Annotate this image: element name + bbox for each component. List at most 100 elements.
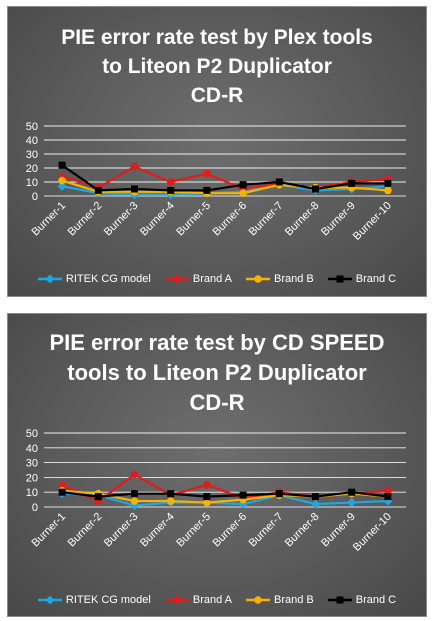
- data-point: [130, 162, 139, 171]
- data-point: [203, 186, 211, 194]
- data-point: [58, 176, 66, 185]
- chart-title: PIE error rate test by CD SPEED tools to…: [8, 328, 426, 418]
- data-point: [94, 493, 102, 501]
- y-tick-label: 0: [32, 191, 38, 203]
- x-tick-label: Burner-1: [29, 511, 68, 550]
- legend-item: RITEK CG model: [37, 273, 151, 285]
- data-point: [203, 493, 211, 501]
- x-tick-label: Burner-6: [210, 511, 249, 550]
- y-tick-label: 50: [26, 121, 38, 133]
- data-point: [167, 490, 175, 498]
- legend-swatch: [37, 595, 62, 605]
- chart-title-line-1: PIE error rate test by Plex tools: [61, 26, 373, 49]
- x-tick-label: Burner-3: [102, 200, 141, 239]
- chart-title: PIE error rate test by Plex tools to Lit…: [8, 23, 426, 110]
- legend-item: Brand C: [327, 273, 397, 285]
- x-tick-label: Burner-4: [138, 511, 177, 550]
- legend-label: Brand C: [355, 594, 397, 606]
- series-line: [61, 491, 389, 498]
- data-point: [384, 493, 392, 501]
- legend-item: Brand A: [164, 273, 232, 285]
- y-tick-label: 10: [26, 487, 38, 499]
- x-tick-label: Burner-5: [174, 200, 213, 239]
- data-point: [348, 179, 356, 187]
- series-line: [61, 164, 388, 192]
- legend-item: Brand C: [327, 594, 397, 606]
- x-tick-label: Burner-2: [66, 200, 105, 239]
- legend-swatch-marker: [173, 596, 181, 604]
- chart-title-line-2: to Liteon P2 Duplicator: [102, 55, 332, 78]
- legend-item: Brand B: [246, 594, 314, 606]
- y-tick-label: 20: [26, 163, 38, 175]
- legend-swatch: [327, 275, 352, 283]
- data-point: [203, 498, 211, 507]
- y-tick-label: 40: [26, 135, 38, 147]
- data-point: [347, 498, 357, 508]
- legend-label: Brand B: [274, 594, 314, 606]
- legend-swatch-marker: [173, 275, 181, 283]
- chart-panel-plex: PIE error rate test by Plex tools to Lit…: [7, 6, 427, 297]
- legend-item: Brand A: [164, 594, 232, 606]
- data-point: [167, 186, 175, 194]
- legend-label: RITEK CG model: [65, 273, 151, 285]
- data-point: [203, 481, 211, 489]
- data-point: [131, 185, 138, 193]
- chart-title-line-3: CD-R: [189, 390, 245, 415]
- plot-area: 50403020100Burner-1Burner-2Burner-3Burne…: [26, 428, 406, 554]
- legend-swatch-marker: [45, 595, 55, 605]
- data-point: [130, 497, 139, 505]
- data-point: [203, 169, 211, 178]
- data-point: [384, 486, 392, 495]
- chart-legend: RITEK CG model Brand A Brand B Brand C: [8, 273, 426, 285]
- y-tick-label: 10: [26, 177, 38, 189]
- data-point: [348, 488, 356, 496]
- legend-swatch: [246, 596, 270, 604]
- y-tick-label: 40: [26, 443, 38, 455]
- data-point: [275, 490, 283, 498]
- data-point: [384, 179, 392, 187]
- legend-item: RITEK CG model: [37, 594, 151, 606]
- data-point: [94, 186, 102, 194]
- x-tick-label: Burner-10: [351, 200, 394, 243]
- legend-label: Brand C: [355, 273, 397, 285]
- y-tick-label: 0: [32, 502, 38, 514]
- data-point: [311, 499, 320, 509]
- x-tick-label: Burner-4: [138, 200, 177, 239]
- x-tick-label: Burner-6: [210, 200, 249, 239]
- legend-swatch: [164, 596, 189, 604]
- data-point: [312, 185, 319, 193]
- legend-label: Brand A: [192, 273, 232, 285]
- x-tick-label: Burner-5: [174, 511, 213, 550]
- data-point: [58, 161, 66, 169]
- y-tick-label: 50: [26, 428, 38, 440]
- data-point: [275, 178, 283, 186]
- data-point: [131, 490, 138, 498]
- legend-swatch-marker: [254, 275, 262, 283]
- chart-title-line-3: CD-R: [190, 84, 244, 107]
- x-tick-label: Burner-8: [283, 511, 322, 550]
- legend-swatch-marker: [336, 275, 344, 283]
- legend-swatch-marker: [254, 596, 262, 604]
- x-tick-label: Burner-10: [351, 511, 394, 554]
- legend-swatch: [327, 596, 352, 604]
- x-tick-label: Burner-7: [247, 511, 286, 550]
- data-point: [166, 178, 175, 186]
- y-tick-label: 30: [26, 149, 38, 161]
- series-line: [61, 179, 388, 195]
- data-point: [166, 497, 175, 505]
- series-line: [61, 165, 388, 191]
- data-point: [238, 499, 248, 509]
- data-point: [384, 186, 392, 195]
- data-point: [58, 481, 66, 489]
- series-line: [62, 492, 388, 507]
- data-point: [239, 189, 247, 197]
- data-point: [239, 491, 247, 499]
- legend-swatch: [246, 275, 270, 283]
- legend-swatch-marker: [336, 596, 344, 604]
- legend-label: RITEK CG model: [65, 594, 151, 606]
- data-point: [130, 470, 139, 479]
- x-tick-label: Burner-7: [247, 200, 286, 239]
- legend-swatch-marker: [45, 274, 55, 284]
- legend-label: Brand B: [274, 273, 314, 285]
- y-tick-label: 20: [26, 472, 38, 484]
